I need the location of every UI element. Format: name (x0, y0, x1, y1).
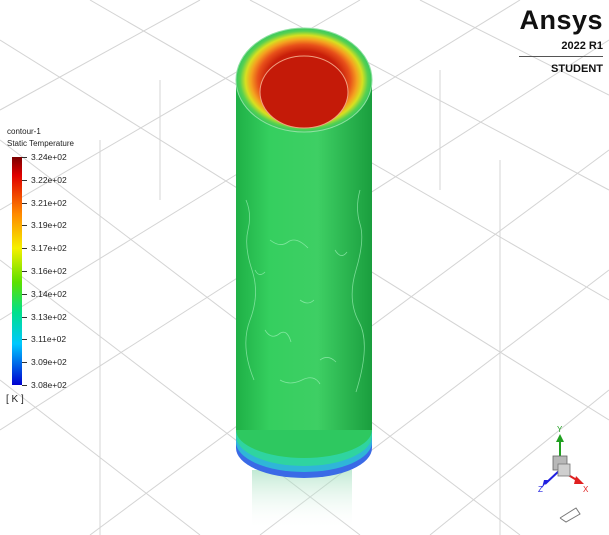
cylinder-geometry[interactable] (235, 27, 373, 478)
colormap-level-label: 3.17e+02 (31, 243, 67, 254)
colormap-tick (22, 225, 27, 227)
colormap-level-label: 3.13e+02 (31, 311, 67, 322)
colormap-level-label: 3.11e+02 (31, 334, 67, 345)
triad-z-label: Z (538, 485, 543, 494)
ansys-logo: Ansys 2022 R1 STUDENT (519, 6, 603, 75)
colormap-tick (22, 316, 27, 318)
colormap-level-label: 3.22e+02 (31, 174, 67, 185)
colormap-level-label: 3.08e+02 (31, 380, 67, 390)
colormap-bar (12, 157, 22, 385)
colormap-tick (22, 339, 27, 341)
colormap-tick (22, 179, 27, 181)
orientation-triad[interactable]: Y X Z (538, 425, 589, 523)
colormap-unit: [ K ] (6, 394, 24, 405)
colormap-tick (22, 202, 27, 204)
colormap-tick (22, 271, 27, 272)
logo-brand: Ansys (519, 5, 603, 35)
logo-version: 2022 R1 (519, 40, 603, 57)
colormap-level-label: 3.14e+02 (31, 288, 67, 299)
logo-edition: STUDENT (551, 63, 603, 75)
colormap-level-label: 3.21e+02 (31, 197, 67, 208)
triad-y-label: Y (557, 425, 563, 434)
contour-name: contour-1 (7, 127, 41, 136)
colormap-level-label: 3.24e+02 (31, 152, 67, 162)
triad-x-label: X (583, 485, 589, 494)
colormap-tick (22, 362, 27, 364)
cylinder-reflection (252, 470, 352, 530)
colormap-tick (22, 157, 27, 158)
colormap-tick (22, 293, 27, 295)
colormap-tick (22, 385, 27, 386)
colormap-tick (22, 248, 27, 250)
colormap-level-label: 3.16e+02 (31, 266, 67, 276)
colormap-level-label: 3.19e+02 (31, 220, 67, 231)
colormap-level-label: 3.09e+02 (31, 357, 67, 368)
contour-variable: Static Temperature (7, 139, 74, 148)
